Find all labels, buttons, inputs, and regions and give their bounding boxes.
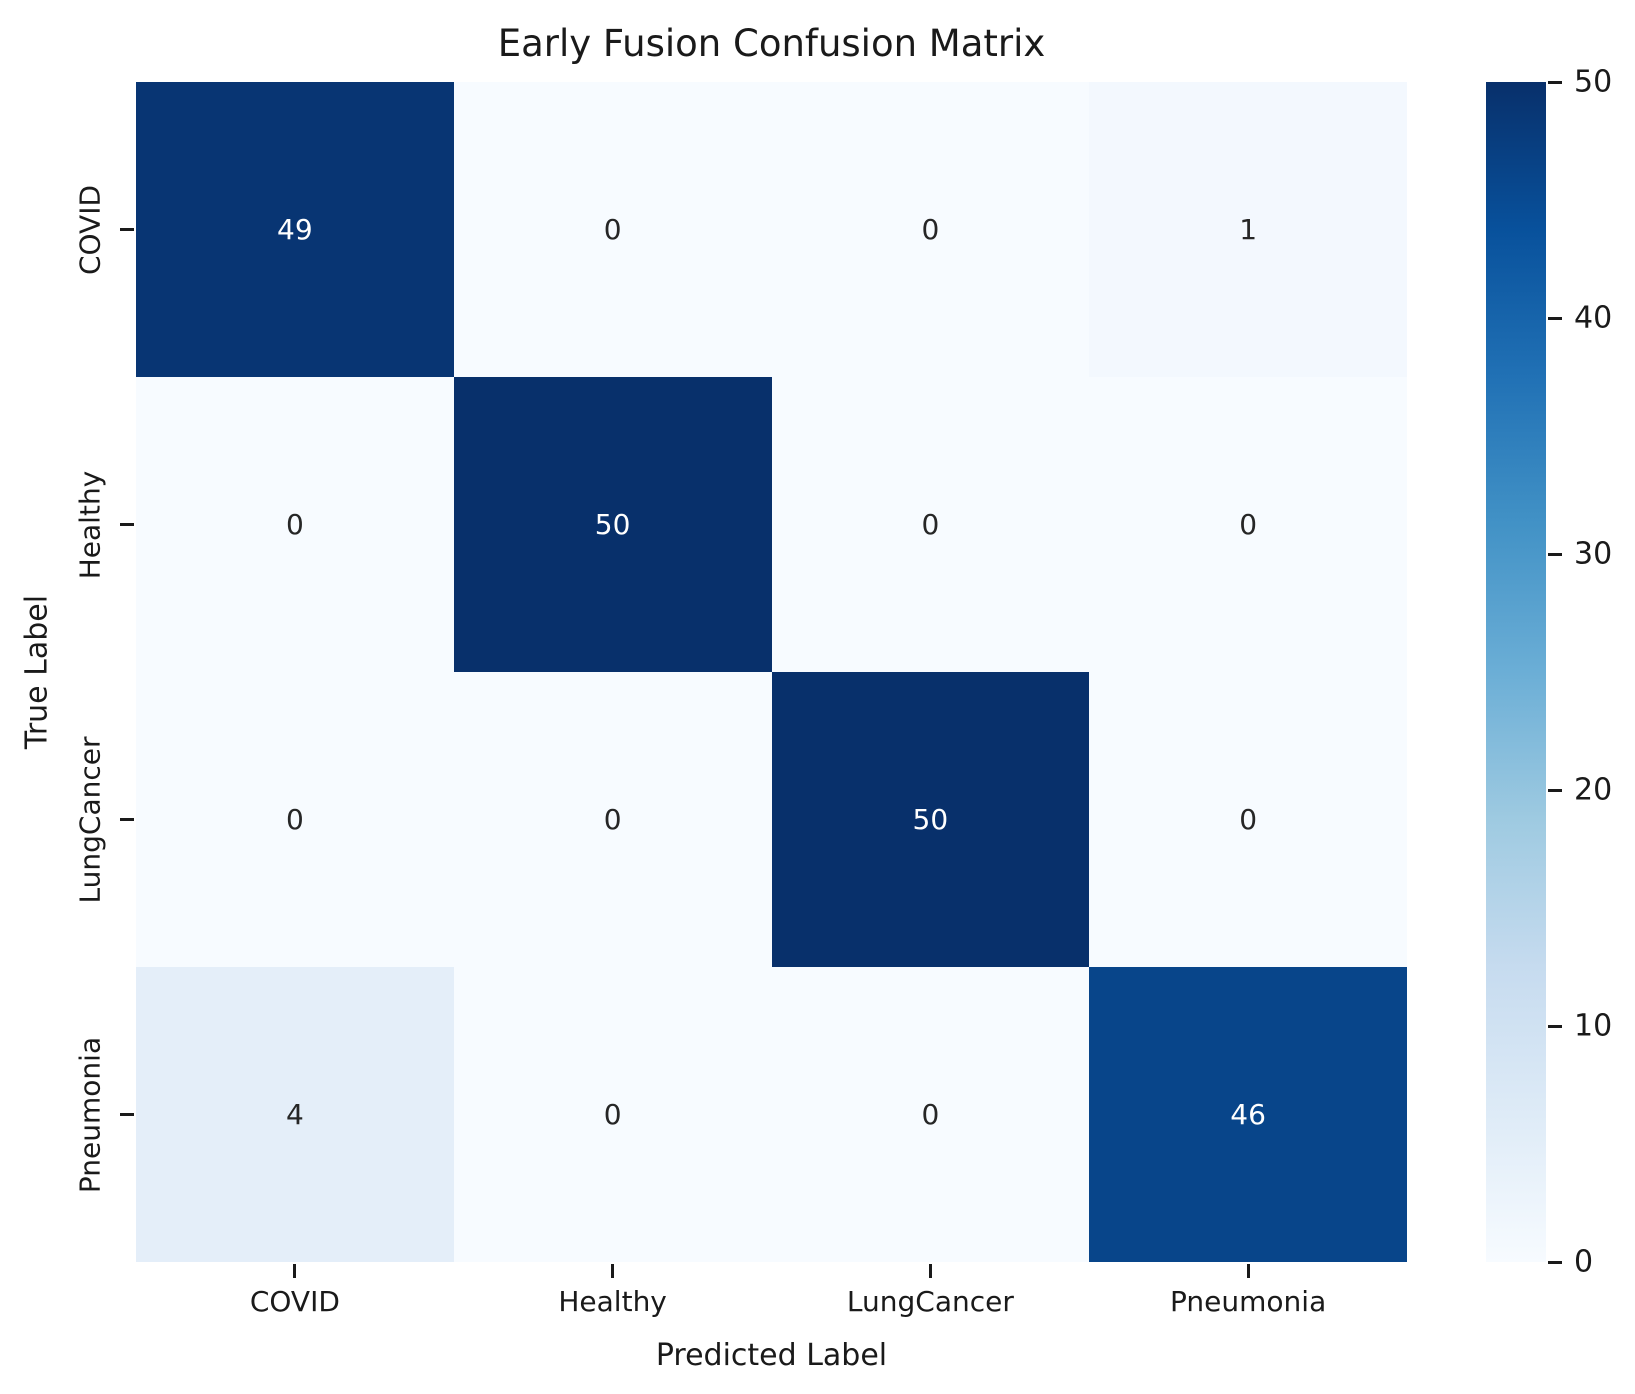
cell-value: 0 [285, 507, 304, 541]
y-tick-label-lungcancer: LungCancer [73, 736, 107, 903]
colorbar-tick-mark [1548, 80, 1562, 84]
x-tick-mark [928, 1264, 932, 1278]
x-tick-mark [293, 1264, 297, 1278]
x-tick-mark [1246, 1264, 1250, 1278]
x-tick-label-lungcancer: LungCancer [846, 1285, 1014, 1318]
heatmap-cell-pneumonia-lungcancer: 0 [771, 967, 1090, 1262]
colorbar-tick-label-30: 30 [1574, 536, 1613, 572]
colorbar-tick-mark [1548, 316, 1562, 320]
cell-value: 0 [921, 1097, 940, 1131]
heatmap-cell-lungcancer-healthy: 0 [453, 672, 772, 967]
colorbar-tick-mark [1548, 1024, 1562, 1028]
x-tick-mark [611, 1264, 615, 1278]
colorbar-tick-mark [1548, 788, 1562, 792]
heatmap-cell-healthy-covid: 0 [136, 377, 454, 672]
x-tick-label-pneumonia: Pneumonia [1170, 1285, 1327, 1318]
colorbar-tick-label-0: 0 [1574, 1244, 1594, 1280]
y-tick-mark [120, 228, 134, 231]
cell-value: 0 [603, 212, 622, 246]
cell-value: 0 [1239, 802, 1258, 836]
heatmap-cell-lungcancer-lungcancer: 50 [771, 672, 1090, 967]
x-axis-title: Predicted Label [655, 1338, 888, 1373]
y-tick-label-healthy: Healthy [73, 470, 107, 579]
cell-value: 0 [285, 802, 304, 836]
heatmap-cell-lungcancer-covid: 0 [136, 672, 454, 967]
colorbar-tick-label-10: 10 [1574, 1008, 1613, 1044]
y-tick-mark [120, 818, 134, 821]
heatmap-cell-covid-pneumonia: 1 [1089, 82, 1407, 377]
colorbar-tick-label-40: 40 [1574, 300, 1613, 336]
chart-title: Early Fusion Confusion Matrix [497, 22, 1046, 65]
colorbar-tick-mark [1548, 1260, 1562, 1264]
y-axis-title: True Label [19, 594, 55, 750]
heatmap-cell-covid-lungcancer: 0 [771, 82, 1090, 377]
cell-value: 0 [603, 802, 622, 836]
colorbar [1486, 82, 1546, 1262]
cell-value: 0 [1239, 507, 1258, 541]
colorbar-tick-label-50: 50 [1574, 64, 1613, 100]
x-tick-label-healthy: Healthy [558, 1285, 667, 1318]
heatmap-cell-healthy-healthy: 50 [453, 377, 772, 672]
cell-value: 4 [285, 1097, 304, 1131]
colorbar-tick-mark [1548, 552, 1562, 556]
heatmap-cell-healthy-lungcancer: 0 [771, 377, 1090, 672]
cell-value: 0 [921, 507, 940, 541]
heatmap-cell-pneumonia-healthy: 0 [453, 967, 772, 1262]
y-tick-mark [120, 523, 134, 526]
heatmap-cell-healthy-pneumonia: 0 [1089, 377, 1407, 672]
cell-value: 0 [921, 212, 940, 246]
y-tick-label-pneumonia: Pneumonia [73, 1036, 107, 1193]
heatmap-cell-covid-healthy: 0 [453, 82, 772, 377]
x-tick-label-covid: COVID [249, 1285, 340, 1318]
heatmap-grid: 49 0 0 1 0 50 0 0 0 0 50 0 4 0 0 46 [136, 82, 1407, 1262]
y-tick-mark [120, 1113, 134, 1116]
colorbar-tick-label-20: 20 [1574, 772, 1613, 808]
y-tick-label-covid: COVID [73, 184, 107, 275]
cell-value: 0 [603, 1097, 622, 1131]
cell-value: 49 [277, 212, 313, 246]
heatmap-cell-covid-covid: 49 [136, 82, 454, 377]
heatmap-cell-lungcancer-pneumonia: 0 [1089, 672, 1407, 967]
cell-value: 1 [1239, 212, 1258, 246]
cell-value: 50 [594, 507, 631, 541]
cell-value: 50 [912, 802, 949, 836]
heatmap-cell-pneumonia-pneumonia: 46 [1089, 967, 1407, 1262]
heatmap-cell-pneumonia-covid: 4 [136, 967, 454, 1262]
cell-value: 46 [1230, 1097, 1266, 1131]
